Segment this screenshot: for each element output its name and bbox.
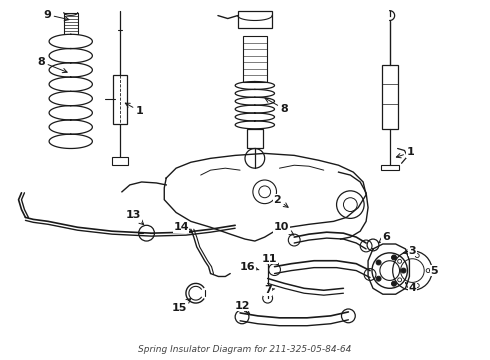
Text: 8: 8 [37,57,67,73]
Text: 15: 15 [172,298,191,313]
Text: 1: 1 [396,148,414,158]
Text: 4: 4 [405,283,416,293]
Circle shape [416,254,419,257]
Text: 6: 6 [379,232,390,243]
Bar [112,157,128,165]
Circle shape [398,278,402,282]
Text: 13: 13 [126,211,144,225]
Text: 14: 14 [173,222,192,233]
Circle shape [398,259,402,263]
Text: 2: 2 [273,195,288,207]
Bar [382,65,397,129]
Text: 11: 11 [262,254,278,264]
Text: 7: 7 [264,285,275,295]
Text: 9: 9 [43,10,69,21]
Circle shape [401,268,406,273]
Circle shape [416,284,419,288]
Circle shape [392,255,396,260]
Circle shape [426,269,430,273]
Text: 10: 10 [274,222,294,235]
Bar [381,165,398,170]
Bar [238,11,272,28]
Bar [243,36,267,82]
Text: Spring Insulator Diagram for 211-325-05-84-64: Spring Insulator Diagram for 211-325-05-… [138,345,352,354]
Circle shape [376,260,381,265]
Text: 3: 3 [403,246,416,256]
Text: 8: 8 [265,98,288,114]
Text: 16: 16 [240,262,259,272]
Circle shape [376,276,381,281]
Circle shape [392,281,396,286]
Text: 1: 1 [125,103,144,116]
Text: 12: 12 [234,301,250,314]
Text: 5: 5 [430,266,438,276]
Bar [247,129,263,148]
Bar [113,75,127,124]
